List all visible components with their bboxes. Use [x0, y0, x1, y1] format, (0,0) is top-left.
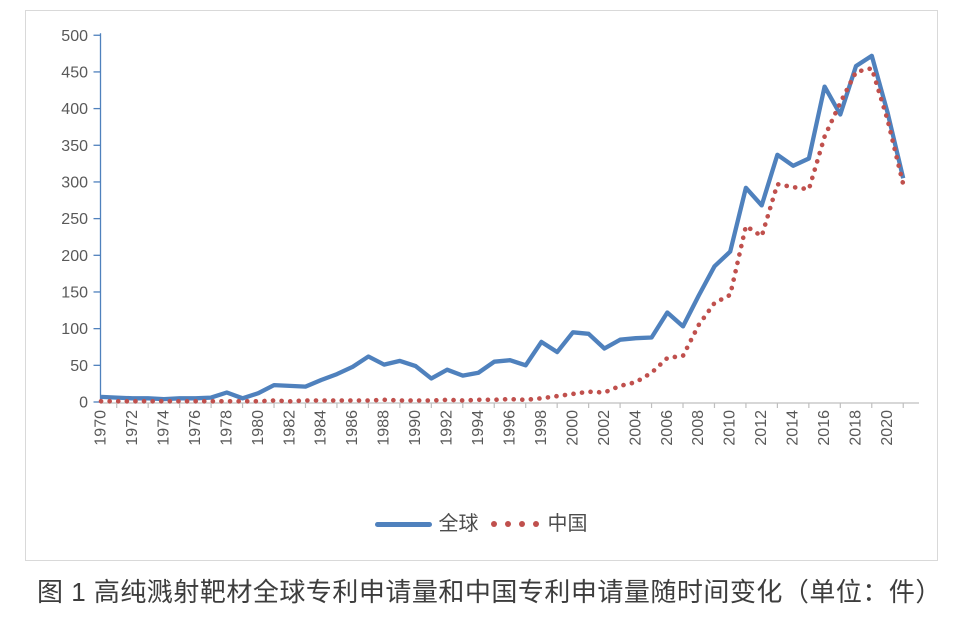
y-tick-label: 350 [61, 138, 88, 155]
x-tick-label: 1986 [344, 410, 361, 446]
x-tick-label: 2018 [848, 410, 865, 446]
y-tick-label: 300 [61, 174, 88, 191]
global-series-line [100, 53, 906, 402]
x-tick-label: 2014 [785, 410, 802, 446]
y-tick-label: 50 [70, 358, 88, 375]
x-tick-label: 2016 [816, 410, 833, 446]
x-tick-label: 1980 [250, 410, 267, 446]
y-tick-label: 200 [61, 248, 88, 265]
y-tick-label: 500 [61, 28, 88, 45]
x-tick-label: 1976 [187, 410, 204, 446]
global-series-legend-label: 全球 [438, 513, 479, 535]
x-tick-label: 1974 [155, 410, 172, 446]
y-tick-label: 250 [61, 211, 88, 228]
x-tick-label: 1996 [501, 410, 518, 446]
legend-dot [490, 521, 497, 527]
china-series-legend-label: 中国 [547, 513, 588, 535]
x-tick-label: 1994 [470, 410, 487, 446]
x-tick-label: 2004 [627, 410, 644, 446]
x-tick-label: 1972 [124, 410, 141, 446]
legend-dot [504, 521, 511, 527]
x-tick-label: 2010 [722, 410, 739, 446]
x-tick-label: 1978 [218, 410, 235, 446]
x-tick-label: 1990 [407, 410, 424, 446]
x-tick-label: 2008 [690, 410, 707, 446]
legend-dot [518, 521, 525, 527]
y-tick-label: 100 [61, 321, 88, 338]
x-axis: 1970 1972 1974 1976 1978 1980 1982 1984 1986 1988… [93, 402, 919, 446]
x-tick-label: 1970 [93, 410, 110, 446]
x-tick-label: 1982 [281, 410, 298, 446]
china-series-line [98, 66, 906, 404]
chart-frame [25, 10, 938, 561]
global-series-legend-marker [374, 521, 432, 527]
x-tick-label: 1988 [376, 410, 393, 446]
x-tick-label: 2000 [564, 410, 581, 446]
china-series-legend-marker [490, 521, 539, 527]
legend-dot [532, 521, 539, 527]
chart-legend: 全球 中国 [25, 509, 937, 539]
figure-caption: 图 1 高纯溅射靶材全球专利申请量和中国专利申请量随时间变化（单位：件） [37, 577, 942, 607]
y-tick-label: 150 [61, 284, 88, 301]
y-axis: 0 50 100 150 200 250 300 350 400 450 500 [61, 28, 102, 412]
y-tick-label: 450 [61, 64, 88, 81]
x-tick-label: 2020 [879, 410, 896, 446]
x-tick-label: 2002 [596, 410, 613, 446]
x-tick-label: 1984 [313, 410, 330, 446]
x-tick-label: 1992 [439, 410, 456, 446]
x-tick-label: 2006 [659, 410, 676, 446]
y-tick-label: 0 [79, 395, 88, 412]
x-tick-label: 2012 [753, 410, 770, 446]
y-tick-label: 400 [61, 101, 88, 118]
x-tick-label: 1998 [533, 410, 550, 446]
